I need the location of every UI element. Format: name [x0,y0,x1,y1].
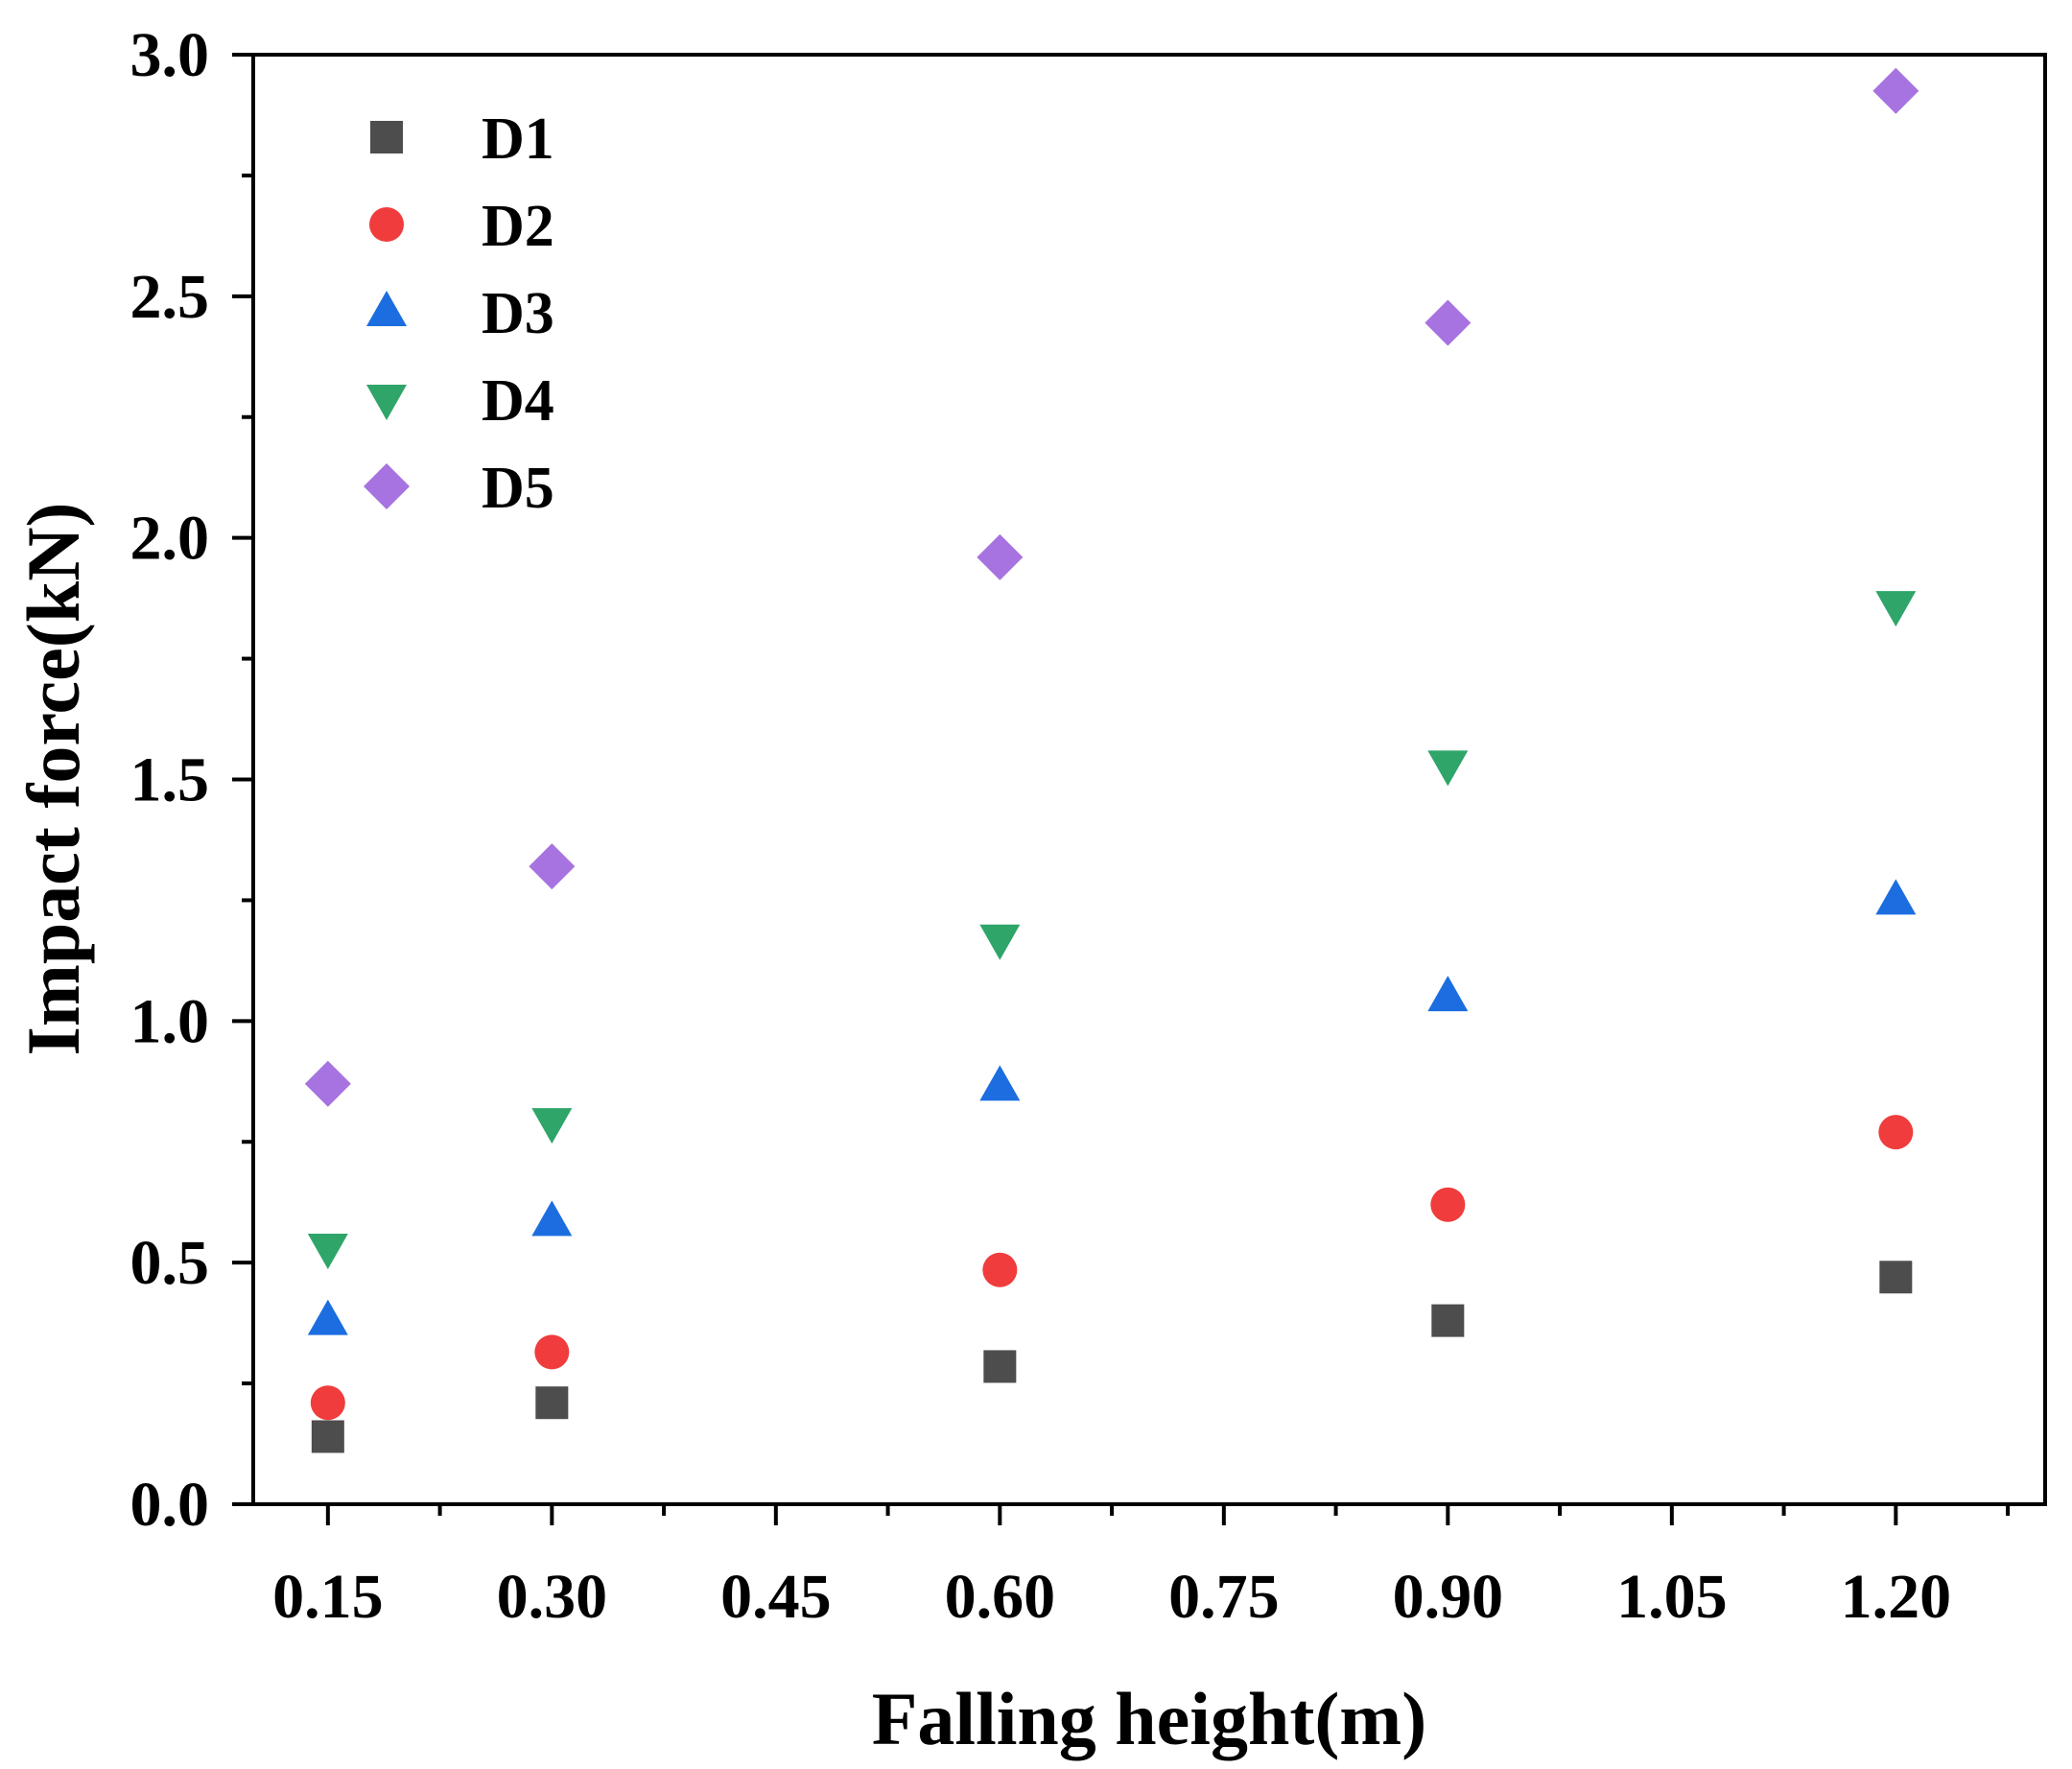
legend-label: D3 [482,281,554,346]
legend: D1 D2 D3 D4 D5 [364,106,554,521]
point-d4-2 [979,924,1021,960]
x-axis-title: Falling height(m) [872,1677,1427,1760]
point-d1-3 [1431,1304,1465,1337]
point-d5-4 [1872,67,1919,114]
point-d1-4 [1879,1261,1913,1294]
series-d1 [311,1261,1913,1453]
y-tick-label: 3.0 [130,20,210,90]
point-d3-0 [307,1299,348,1335]
point-d4-1 [531,1108,573,1144]
plot-frame [251,53,2047,1506]
legend-item-d1: D1 [370,106,554,172]
y-axis-ticks: 0.0 0.5 1.0 1.5 2.0 2.5 3.0 [130,20,253,1540]
y-tick-label: 1.5 [130,745,210,815]
legend-label: D4 [482,368,554,434]
point-d3-1 [531,1200,573,1237]
point-d2-3 [1430,1187,1466,1222]
legend-item-d4: D4 [366,368,554,434]
point-d4-0 [307,1234,348,1270]
x-tick-label: 0.45 [720,1562,832,1632]
point-d1-2 [983,1350,1017,1383]
x-tick-label: 0.90 [1393,1562,1504,1632]
point-d2-4 [1878,1115,1914,1150]
y-tick-label: 0.0 [130,1470,210,1540]
series-d4 [307,591,1917,1270]
legend-item-d2: D2 [369,194,554,259]
x-tick-label: 0.75 [1168,1562,1280,1632]
legend-marker-d3 [366,291,407,326]
legend-label: D1 [482,106,554,172]
point-d4-4 [1875,591,1917,627]
x-tick-label: 0.60 [945,1562,1056,1632]
legend-item-d3: D3 [366,281,554,346]
point-d1-1 [535,1386,569,1420]
legend-marker-d4 [366,385,407,420]
y-tick-label: 0.5 [130,1228,210,1298]
x-tick-label: 1.05 [1616,1562,1728,1632]
point-d2-1 [534,1334,570,1370]
point-d3-4 [1875,879,1917,915]
point-d4-3 [1427,750,1469,787]
legend-marker-d1 [370,121,403,153]
y-tick-label: 2.0 [130,504,210,574]
legend-item-d5: D5 [364,456,554,521]
y-tick-label: 1.0 [130,986,210,1056]
point-d5-2 [977,533,1024,580]
series-d3 [307,879,1917,1335]
point-d3-2 [979,1065,1021,1101]
x-tick-label: 0.30 [497,1562,608,1632]
x-tick-label: 1.20 [1841,1562,1952,1632]
series-d2 [310,1115,1914,1421]
y-tick-label: 2.5 [130,262,210,332]
x-axis-ticks: 0.15 0.30 0.45 0.60 0.75 0.90 1.05 1.20 [272,1504,2011,1632]
point-d5-3 [1424,299,1472,346]
y-axis-title: Impact force(kN) [12,503,95,1056]
point-d5-1 [529,843,576,890]
point-d5-0 [304,1060,351,1107]
series-d5 [304,67,1919,1107]
data-markers [304,67,1919,1453]
legend-marker-d2 [369,207,404,242]
x-tick-label: 0.15 [272,1562,384,1632]
legend-marker-d5 [364,463,410,509]
legend-label: D5 [482,456,554,521]
point-d2-2 [982,1252,1018,1287]
point-d2-0 [310,1385,345,1421]
point-d1-0 [311,1420,344,1453]
legend-label: D2 [482,194,554,259]
point-d3-3 [1427,976,1469,1012]
